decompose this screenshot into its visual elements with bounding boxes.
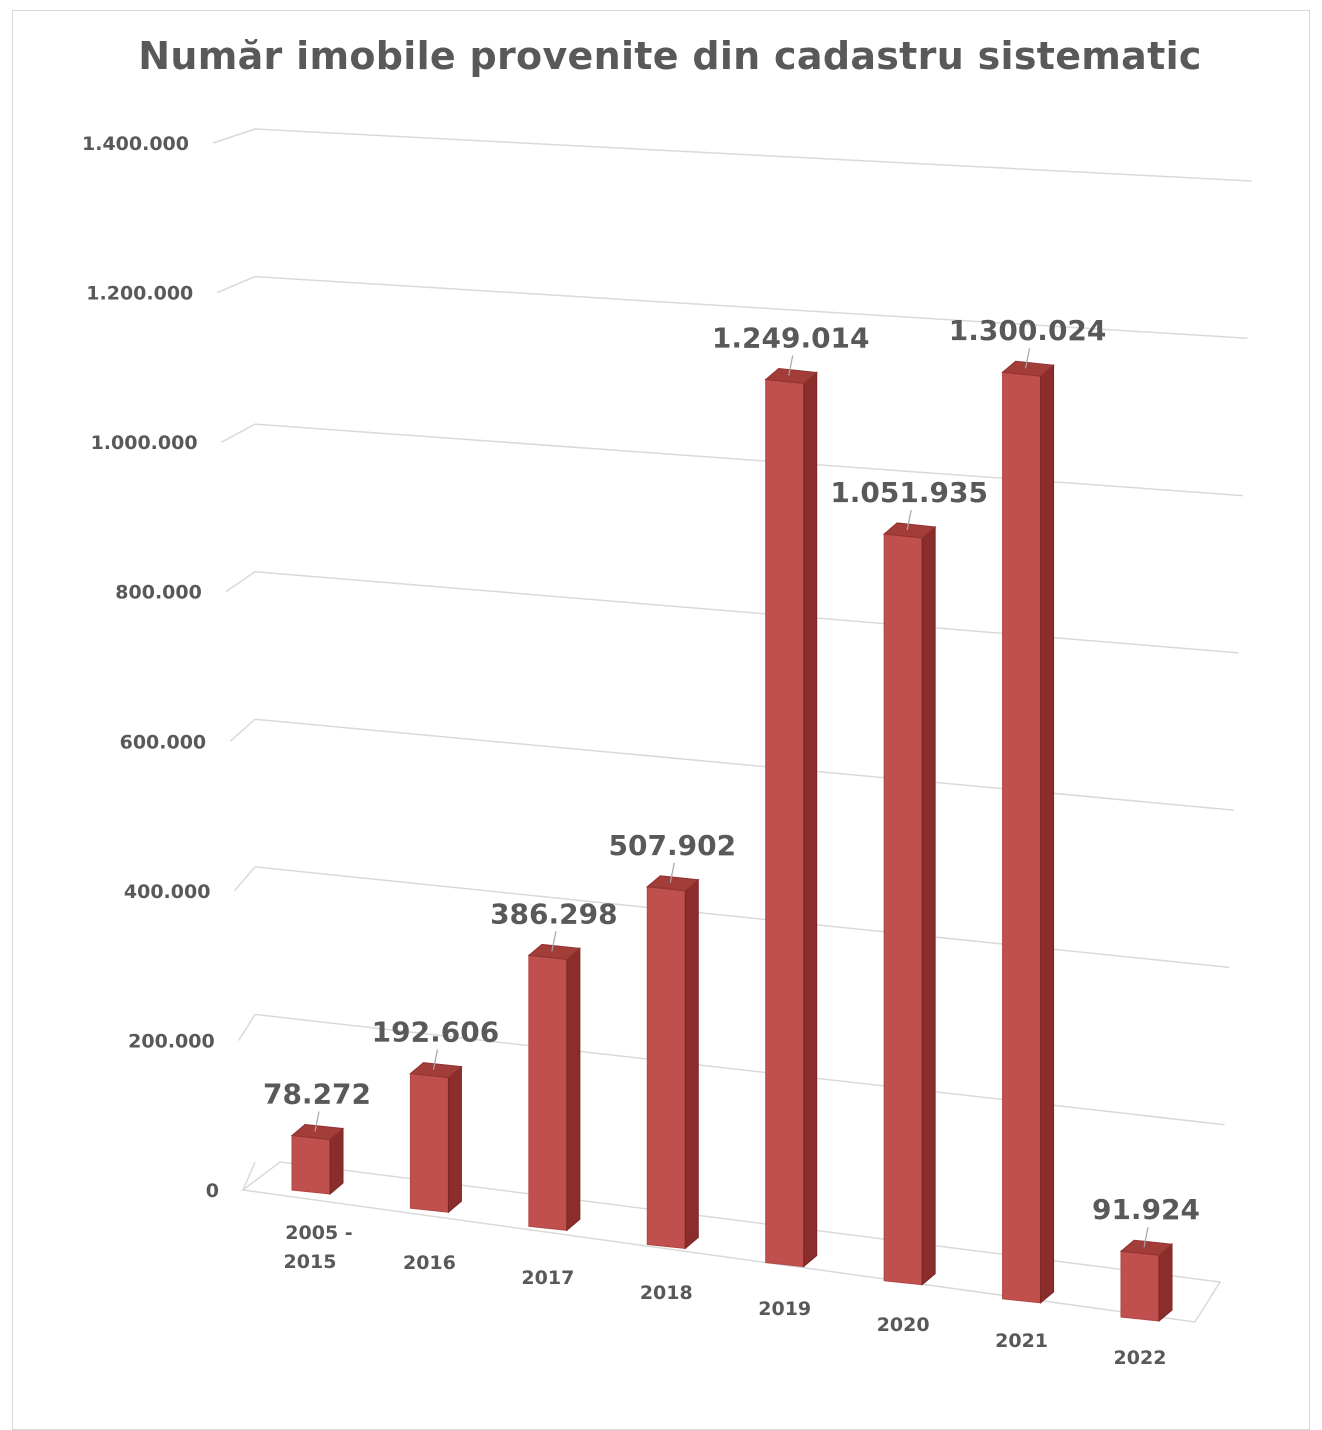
bar-front xyxy=(646,886,686,1249)
data-label-leader xyxy=(1143,1227,1149,1248)
data-label: 507.902 xyxy=(609,829,737,862)
bar-side xyxy=(1158,1243,1173,1323)
chart-title: Număr imobile provenite din cadastru sis… xyxy=(138,34,1202,78)
gridline xyxy=(254,866,1230,969)
x-tick-label: 2022 xyxy=(1114,1347,1167,1369)
gridline xyxy=(254,128,1253,182)
bar-front xyxy=(291,1135,331,1195)
data-label: 1.249.014 xyxy=(712,321,870,354)
x-axis: 2005 - 2015 2016 2017 2018 2019 2020 2021 2022 xyxy=(284,1222,1167,1369)
bar-front xyxy=(883,533,923,1286)
y-tick-label: 1.000.000 xyxy=(91,432,198,454)
gridlines xyxy=(212,128,1253,1191)
gridline xyxy=(254,423,1243,497)
gridline xyxy=(254,1013,1225,1126)
bar-top xyxy=(527,943,582,960)
x-tick-label: 2020 xyxy=(877,1314,930,1336)
y-tick-label: 1.400.000 xyxy=(82,133,189,155)
bars xyxy=(290,360,1174,1323)
gridline-wall xyxy=(229,718,256,742)
gridline-wall xyxy=(233,866,256,892)
data-label-leader xyxy=(669,862,675,883)
bar-top xyxy=(290,1124,345,1141)
data-label-leader xyxy=(432,1049,439,1070)
bar-front xyxy=(765,378,805,1268)
y-tick-label: 800.000 xyxy=(115,582,202,604)
x-tick-label: 2005 - xyxy=(285,1222,352,1244)
bar-front xyxy=(528,954,568,1231)
gridline xyxy=(254,570,1239,654)
bar-side xyxy=(684,878,699,1250)
x-tick-label: 2021 xyxy=(995,1330,1048,1352)
gridline-wall xyxy=(238,1014,256,1041)
bar-side xyxy=(566,947,581,1232)
gridline-wall xyxy=(225,571,256,593)
x-tick-label: 2019 xyxy=(758,1298,811,1320)
x-tick-label: 2018 xyxy=(640,1282,693,1304)
y-tick-label: 600.000 xyxy=(120,731,207,753)
bar-top xyxy=(1001,360,1055,377)
x-tick-label: 2017 xyxy=(521,1267,574,1289)
data-label: 1.051.935 xyxy=(830,476,988,509)
gridline-wall xyxy=(212,128,256,144)
data-label: 91.924 xyxy=(1092,1193,1200,1226)
y-tick-label: 0 xyxy=(206,1180,219,1202)
data-label: 386.298 xyxy=(490,897,618,930)
data-label: 192.606 xyxy=(372,1016,500,1049)
bar-side xyxy=(803,371,818,1268)
data-label-leader xyxy=(1024,348,1031,369)
x-tick-label: 2015 xyxy=(284,1251,337,1273)
y-axis: 0 200.000 400.000 600.000 800.000 1.000.000 1.… xyxy=(82,133,219,1202)
data-label: 1.300.024 xyxy=(949,314,1107,347)
bar-top xyxy=(882,522,937,539)
gridline xyxy=(254,718,1234,811)
bar-front xyxy=(1120,1250,1160,1322)
bar-front xyxy=(1002,371,1042,1304)
data-label: 78.272 xyxy=(263,1078,371,1111)
bar-top xyxy=(646,875,700,892)
data-label-leader xyxy=(314,1111,320,1132)
y-tick-label: 400.000 xyxy=(124,881,211,903)
gridline-wall xyxy=(216,275,256,294)
bar-top xyxy=(764,367,818,385)
bar-top xyxy=(409,1062,463,1079)
bar-top xyxy=(1119,1239,1174,1256)
data-label-leader xyxy=(906,509,912,531)
y-tick-label: 1.200.000 xyxy=(86,283,193,305)
bar-side xyxy=(447,1065,462,1214)
gridline xyxy=(254,275,1248,340)
bar-side xyxy=(921,525,936,1286)
chart-floor xyxy=(241,1161,1222,1323)
data-label-leader xyxy=(551,931,557,952)
data-label-leader xyxy=(788,355,794,376)
floor-outline xyxy=(241,1161,1222,1323)
gridline-wall xyxy=(221,423,256,443)
y-tick-label: 200.000 xyxy=(128,1030,215,1052)
gridline-wall xyxy=(242,1161,256,1191)
bar-side xyxy=(1040,364,1055,1304)
bar-front xyxy=(409,1073,449,1213)
x-tick-label: 2016 xyxy=(403,1252,456,1274)
